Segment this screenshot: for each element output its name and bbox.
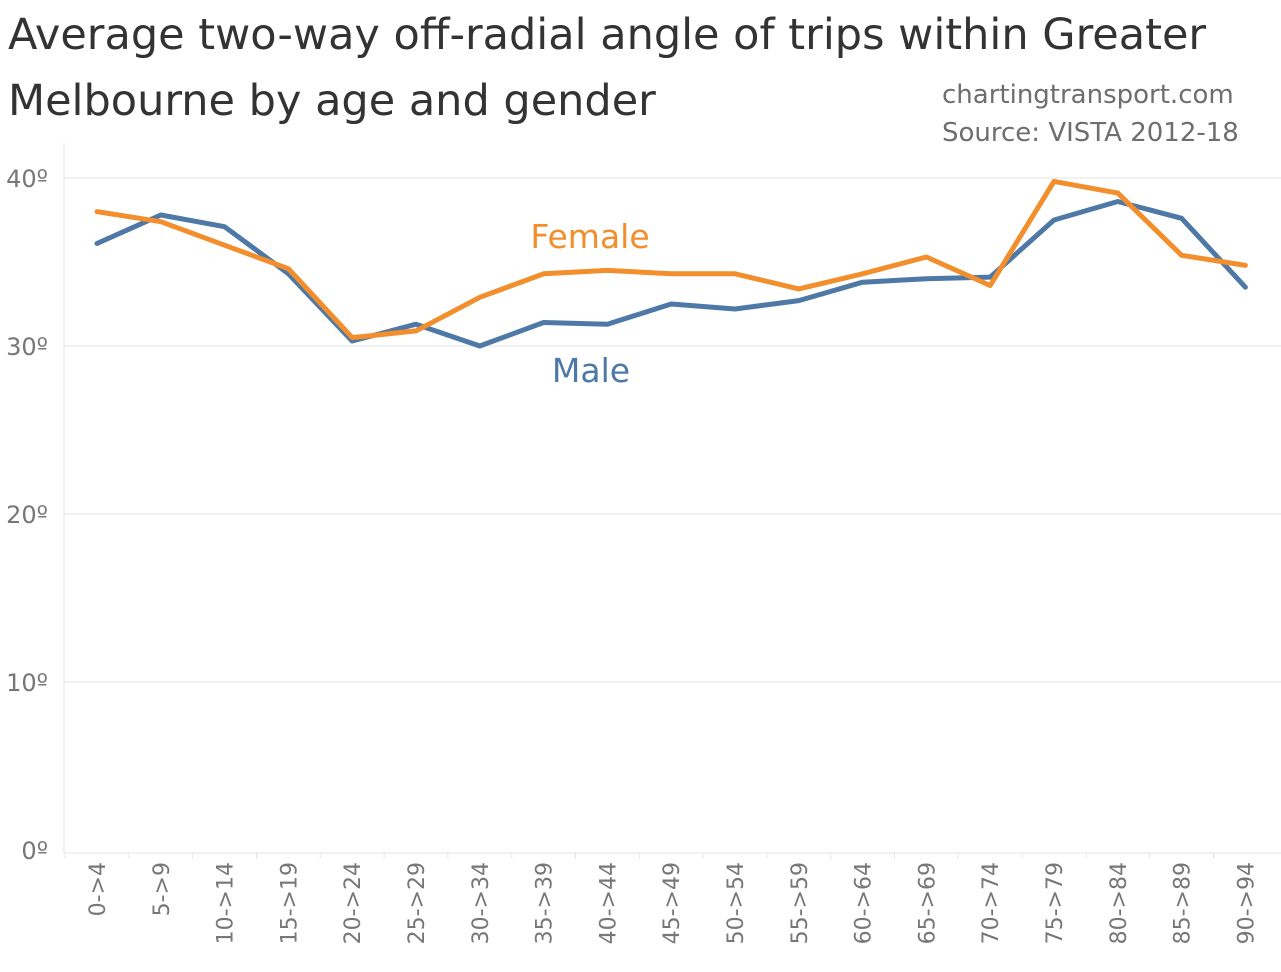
x-tick-label: 65->69 xyxy=(915,862,940,944)
x-tick-label: 90->94 xyxy=(1234,862,1259,944)
x-tick-label: 80->84 xyxy=(1107,862,1132,944)
chart-title: Average two-way off-radial angle of trip… xyxy=(8,10,1207,126)
x-tick-label: 10->14 xyxy=(214,862,239,944)
series-label-male: Male xyxy=(552,351,630,390)
series-line-female xyxy=(94,178,1248,341)
y-tick-label: 20º xyxy=(6,501,48,529)
series-lines xyxy=(94,178,1248,349)
x-tick-label: 20->24 xyxy=(341,862,366,944)
series-labels: Female Male xyxy=(530,217,649,390)
grid-lines xyxy=(63,143,1281,859)
y-tick-label: 30º xyxy=(6,333,48,361)
x-tick-label: 5->9 xyxy=(150,862,175,916)
x-tick-label: 40->44 xyxy=(596,862,621,944)
y-tick-label: 0º xyxy=(21,837,48,865)
x-tick-label: 55->59 xyxy=(788,862,813,944)
x-tick-label: 15->19 xyxy=(277,862,302,944)
x-tick-label: 50->54 xyxy=(724,862,749,944)
y-tick-label: 10º xyxy=(6,669,48,697)
x-tick-label: 70->74 xyxy=(979,862,1004,944)
x-tick-label: 0->4 xyxy=(86,862,111,916)
credit-site: chartingtransport.com xyxy=(942,80,1234,110)
x-tick-label: 45->49 xyxy=(660,862,685,944)
x-tick-label: 25->29 xyxy=(405,862,430,944)
series-line-male xyxy=(94,199,1248,349)
x-tick-label: 60->64 xyxy=(852,862,877,944)
series-label-female: Female xyxy=(530,217,649,256)
y-tick-label: 40º xyxy=(6,165,48,193)
x-axis-ticks: 0->4 5->9 10->14 15->19 20->24 25->29 30->34 35… xyxy=(86,862,1259,944)
x-tick-label: 75->79 xyxy=(1043,862,1068,944)
x-tick-label: 35->39 xyxy=(533,862,558,944)
y-axis-ticks: 0º 10º 20º 30º 40º xyxy=(6,165,48,865)
x-tick-label: 30->34 xyxy=(469,862,494,944)
x-tick-label: 85->89 xyxy=(1171,862,1196,944)
credit-source: Source: VISTA 2012-18 xyxy=(942,118,1239,148)
